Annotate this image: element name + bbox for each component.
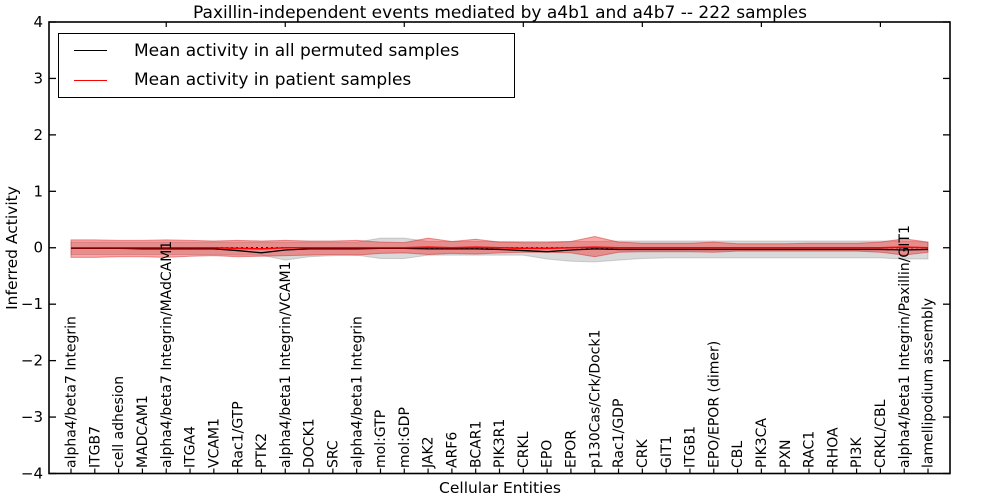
y-tick-label: −4 [21, 464, 43, 482]
x-tick-label: CRKL [516, 431, 532, 468]
x-tick-label: EPO [540, 440, 556, 468]
y-tick-label: 0 [33, 239, 43, 257]
x-tick-label: Rac1/GDP [611, 399, 627, 468]
x-tick-label: ITGB1 [683, 426, 699, 468]
x-tick-label: MADCAM1 [135, 395, 151, 468]
x-tick-label: SRC [325, 440, 341, 468]
y-tick-label: 1 [33, 182, 43, 200]
x-tick-label: alpha4/beta7 Integrin/MAdCAM1 [159, 241, 175, 468]
y-tick-label: 3 [33, 69, 43, 87]
legend-entry-patient: Mean activity in patient samples [74, 66, 514, 95]
x-tick-label: PI3K [849, 437, 865, 468]
legend-label-patient: Mean activity in patient samples [134, 70, 412, 91]
x-tick-label: lamellipodium assembly [921, 298, 937, 468]
y-tick-label: −1 [21, 295, 43, 313]
x-tick-label: EPOR [564, 430, 580, 468]
legend-label-permuted: Mean activity in all permuted samples [134, 40, 460, 61]
x-tick-label: alpha4/beta7 Integrin [64, 316, 80, 468]
legend-line-permuted-swatch [74, 50, 107, 52]
x-tick-label: CBL [730, 441, 746, 468]
x-tick-label: CRKL/CBL [873, 399, 889, 468]
x-tick-label: DOCK1 [302, 418, 318, 468]
x-tick-label: VCAM1 [206, 418, 222, 468]
legend: Mean activity in all permuted samples Me… [58, 33, 515, 98]
x-tick-label: cell adhesion [111, 376, 127, 468]
x-tick-label: RHOA [825, 427, 841, 468]
x-tick-label: ITGB7 [87, 426, 103, 468]
x-axis-label: Cellular Entities [439, 479, 561, 497]
permuted-mean-line [71, 247, 929, 254]
patient-std-band [70, 235, 929, 258]
x-tick-label: GIT1 [659, 436, 675, 468]
x-tick-label: BCAR1 [468, 421, 484, 468]
x-tick-label: alpha4/beta1 Integrin/VCAM1 [278, 262, 294, 469]
x-tick-label: PXN [778, 439, 794, 468]
legend-line-patient-swatch [74, 79, 107, 81]
x-tick-label: PIK3CA [754, 418, 770, 468]
x-tick-label: ITGA4 [183, 426, 199, 468]
x-tick-label: Rac1/GTP [230, 401, 246, 468]
x-tick-label: EPO/EPOR (dimer) [706, 341, 722, 468]
y-tick-label: 2 [33, 126, 43, 144]
x-tick-label: ARF6 [445, 432, 461, 468]
y-axis-label: Inferred Activity [3, 186, 21, 310]
chart-title: Paxillin-independent events mediated by … [193, 3, 807, 23]
x-tick-label: RAC1 [802, 431, 818, 468]
legend-entry-permuted: Mean activity in all permuted samples [74, 36, 514, 65]
y-tick-label: −3 [21, 408, 43, 426]
y-tick-label: −2 [21, 352, 43, 370]
x-tick-label: JAK2 [421, 436, 437, 469]
patient-mean-line [71, 246, 929, 250]
x-tick-label: p130Cas/Crk/Dock1 [587, 330, 603, 468]
x-tick-label: mol:GTP [373, 410, 389, 468]
x-tick-label: CRK [635, 438, 651, 468]
x-tick-label: mol:GDP [397, 407, 413, 468]
x-tick-label: alpha4/beta1 Integrin/Paxillin/GIT1 [897, 225, 913, 468]
y-tick-label: 4 [33, 13, 43, 31]
x-tick-label: alpha4/beta1 Integrin [349, 316, 365, 468]
x-tick-label: PTK2 [254, 433, 270, 468]
x-tick-label: PIK3R1 [492, 419, 508, 468]
